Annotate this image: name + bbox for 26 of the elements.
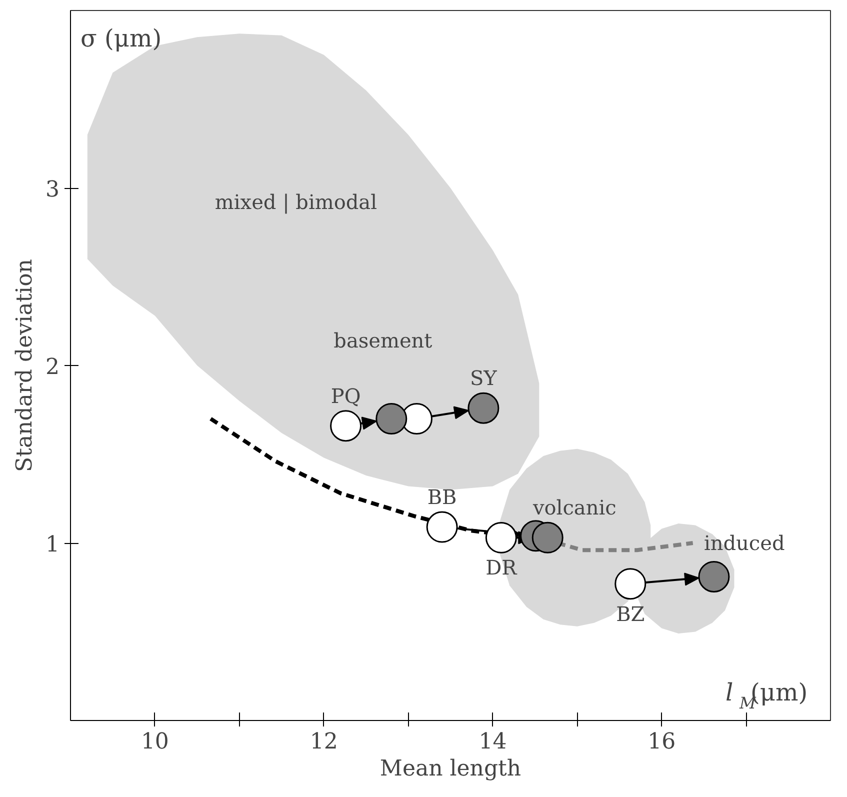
point bbox=[614, 568, 646, 600]
annotation: SY bbox=[470, 366, 498, 390]
x-tick-label: 12 bbox=[310, 730, 338, 754]
point bbox=[330, 410, 362, 442]
annotation: mixed | bimodal bbox=[214, 190, 377, 214]
annotation: DR bbox=[486, 556, 518, 580]
annotation: BB bbox=[427, 485, 457, 510]
y-tick-label: 2 bbox=[46, 355, 60, 380]
annotation: volcanic bbox=[532, 496, 616, 520]
x-tick-label: 16 bbox=[648, 730, 676, 754]
annotation: basement bbox=[334, 328, 432, 353]
x-tick-label: 14 bbox=[478, 730, 507, 754]
y-tick-label: 1 bbox=[46, 532, 60, 558]
annotation: induced bbox=[704, 531, 785, 555]
y-tick-label: 3 bbox=[46, 178, 60, 202]
x-axis-title: Mean length bbox=[380, 756, 522, 782]
annotation: PQ bbox=[330, 384, 361, 408]
point bbox=[468, 392, 500, 424]
x-tick-label: 10 bbox=[140, 730, 169, 754]
annotation: BZ bbox=[616, 602, 645, 626]
annotation: σ (μm) bbox=[80, 24, 162, 52]
point bbox=[376, 403, 408, 434]
point bbox=[698, 561, 730, 592]
point bbox=[532, 522, 564, 554]
point bbox=[485, 522, 517, 554]
y-axis-title: Standard deviation bbox=[12, 259, 38, 472]
